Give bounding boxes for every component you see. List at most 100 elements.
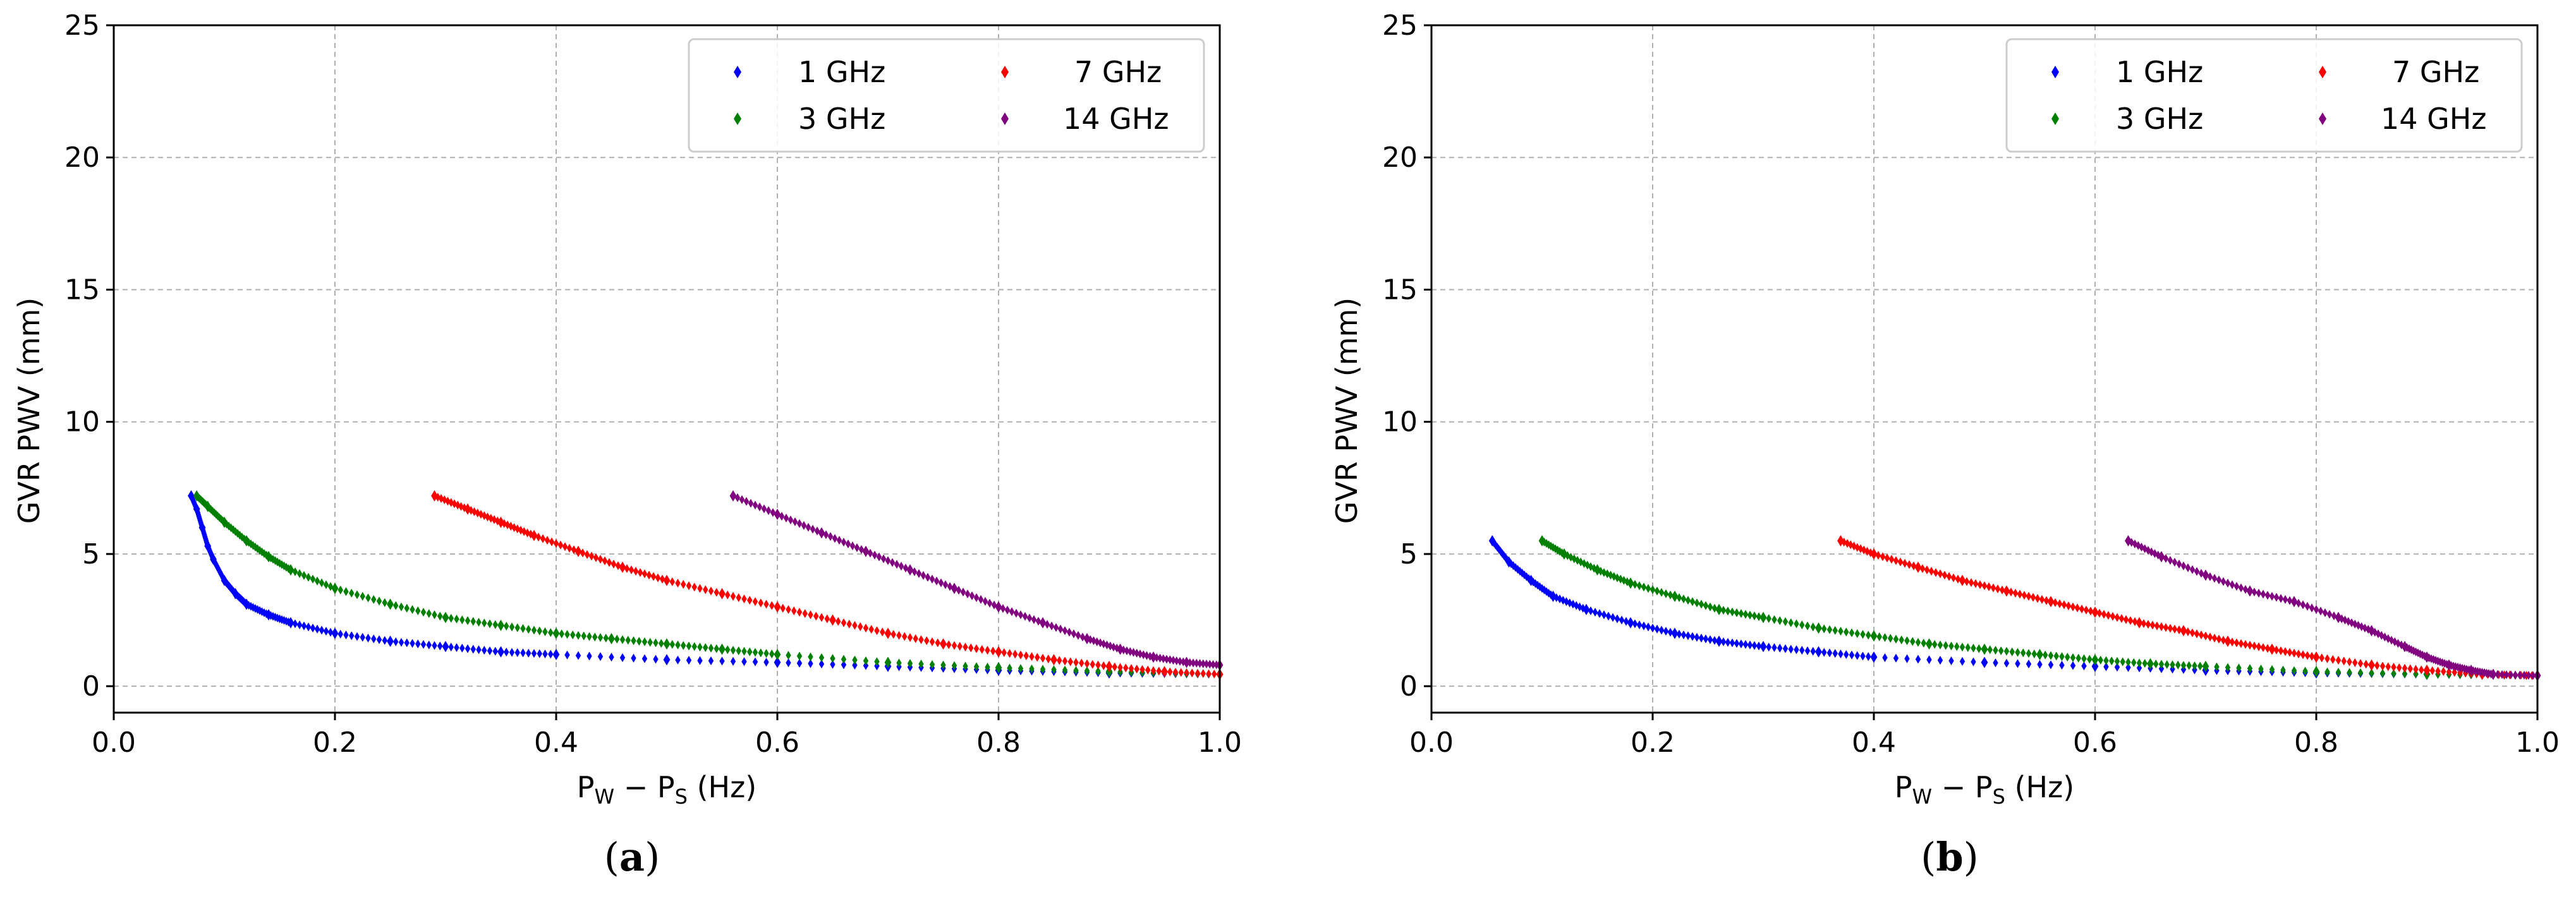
- panel-a-14ghz-interp-point: [1000, 604, 1006, 613]
- panel-a-7ghz-interp-point: [1189, 668, 1195, 678]
- panel-a-series-7ghz: [431, 490, 1224, 680]
- panel-a-7ghz-interp-point: [580, 548, 586, 558]
- panel-b-7ghz-interp-point: [1861, 545, 1867, 555]
- panel-b-7ghz-interp-point: [2357, 659, 2364, 668]
- panel-b-3ghz-interp-point: [1676, 593, 1682, 602]
- panel-a-3ghz-interp-point: [703, 643, 708, 653]
- panel-a-14ghz-interp-point: [1160, 654, 1166, 663]
- panel-b-7ghz-interp-point: [2176, 625, 2182, 635]
- panel-a-7ghz-interp-point: [963, 643, 968, 652]
- panel-a-3ghz-point: [287, 564, 295, 576]
- panel-a-1ghz-interp-point: [575, 651, 581, 660]
- panel-a-14ghz-interp-point: [1097, 638, 1103, 648]
- panel-b-1ghz-interp-point: [1530, 577, 1536, 587]
- panel-a-3ghz-interp-point: [951, 661, 957, 670]
- panel-a-14ghz-interp-point: [929, 574, 935, 584]
- panel-a-7ghz-interp-point: [655, 573, 661, 582]
- panel-b-1ghz-interp-point: [1771, 643, 1777, 653]
- panel-a: 0.0 0.2 0.4 0.6 0.8 1.0 0 5 10 15 20 25 GVR PWV (mm…: [12, 9, 1242, 880]
- panel-a-14ghz-interp-point: [849, 541, 856, 550]
- panel-b-legend-marker-3ghz: [2051, 112, 2059, 125]
- panel-b-3ghz-interp-point: [2081, 654, 2087, 663]
- panel-b-1ghz-interp-point: [1539, 584, 1545, 593]
- panel-b-7ghz-point: [2091, 606, 2099, 618]
- panel-a-7ghz-interp-point: [624, 564, 630, 573]
- panel-b-7ghz-interp-point: [2347, 657, 2352, 667]
- panel-b-7ghz-interp-point: [2105, 611, 2111, 620]
- panel-b-14ghz-interp-point: [2521, 670, 2527, 680]
- panel-a-14ghz-interp-point: [779, 512, 785, 521]
- panel-b-7ghz-interp-point: [2034, 594, 2041, 603]
- panel-b-y-axis-label: GVR PWV (mm): [1330, 298, 1364, 524]
- panel-b-14ghz-interp-point: [2410, 646, 2417, 656]
- panel-a-14ghz-interp-point: [1127, 647, 1133, 656]
- panel-b-3ghz-interp-point: [1998, 646, 2004, 656]
- panel-b-x-axis-label: PW − PS (Hz): [1895, 770, 2074, 809]
- panel-a-14ghz-interp-point: [1031, 615, 1037, 624]
- panel-a-7ghz-interp-point: [611, 559, 617, 569]
- panel-b-7ghz-interp-point: [2229, 637, 2235, 647]
- panel-a-14ghz-point: [1039, 617, 1047, 629]
- panel-a-7ghz-interp-point: [1035, 653, 1040, 662]
- panel-b-1ghz-interp-point: [1636, 620, 1643, 630]
- panel-b-14ghz-interp-point: [2238, 583, 2244, 593]
- panel-b-1ghz-interp-point: [1512, 563, 1519, 572]
- panel-b-1ghz-interp-point: [1543, 587, 1550, 596]
- panel-b-3ghz-interp-point: [1618, 574, 1624, 584]
- panel-b-3ghz-interp-point: [1598, 567, 1603, 576]
- panel-a-14ghz-interp-point: [1026, 613, 1033, 623]
- panel-b-14ghz-point: [2202, 569, 2209, 581]
- panel-b-3ghz-interp-point: [1568, 552, 1574, 562]
- panel-a-7ghz-interp-point: [615, 561, 621, 570]
- panel-a-1ghz-interp-point: [708, 656, 714, 665]
- panel-a-3ghz-interp-point: [675, 640, 681, 649]
- panel-a-7ghz-point: [940, 638, 947, 650]
- panel-b-7ghz-interp-point: [2172, 624, 2178, 634]
- panel-b-3ghz-interp-point: [2258, 664, 2264, 673]
- panel-b-1ghz-interp-point: [1810, 646, 1816, 656]
- panel-a-1ghz-interp-point: [301, 621, 307, 631]
- panel-a-1ghz-point: [243, 598, 250, 610]
- panel-b-7ghz-interp-point: [2154, 621, 2160, 631]
- panel-b-3ghz-interp-point: [2413, 669, 2419, 679]
- panel-b-legend-marker-1ghz: [2051, 66, 2059, 78]
- panel-b-7ghz-interp-point: [2251, 641, 2257, 651]
- panel-a-3ghz-point: [719, 643, 726, 655]
- panel-b-3ghz-interp-point: [2009, 647, 2015, 656]
- panel-b-14ghz-interp-point: [2413, 647, 2419, 656]
- panel-a-14ghz-interp-point: [867, 548, 873, 558]
- panel-b-7ghz-interp-point: [2087, 606, 2094, 616]
- panel-a-7ghz-point: [619, 561, 626, 573]
- panel-a-3ghz-interp-point: [426, 609, 432, 618]
- panel-a-7ghz-interp-point: [741, 594, 747, 604]
- panel-b-3ghz-interp-point: [1680, 594, 1687, 604]
- panel-a-7ghz-interp-point: [902, 632, 908, 641]
- panel-b-1ghz-interp-point: [1592, 607, 1598, 617]
- panel-a-14ghz-interp-point: [876, 552, 882, 562]
- panel-b-7ghz-interp-point: [1924, 565, 1930, 575]
- panel-a-7ghz-interp-point: [985, 646, 990, 655]
- panel-a-1ghz-interp-point: [314, 624, 320, 634]
- panel-a-14ghz-interp-point: [942, 580, 949, 589]
- panel-a-7ghz-interp-point: [763, 600, 769, 609]
- panel-b-3ghz-interp-point: [1685, 596, 1691, 605]
- panel-a-1ghz-interp-point: [531, 649, 537, 658]
- panel-b-1ghz-interp-point: [1838, 649, 1844, 659]
- panel-b-7ghz-interp-point: [1968, 578, 1974, 588]
- panel-b-x-tick-label: 1.0: [2515, 727, 2560, 759]
- panel-a-1ghz-interp-point: [465, 644, 471, 653]
- panel-a-7ghz-point: [530, 529, 538, 541]
- panel-a-3ghz-interp-point: [1095, 667, 1101, 676]
- panel-b-7ghz-point: [2312, 651, 2320, 663]
- panel-b-14ghz-interp-point: [2426, 653, 2432, 663]
- panel-b-14ghz-interp-point: [2431, 655, 2436, 664]
- panel-b-3ghz-interp-point: [1971, 643, 1976, 653]
- panel-b-7ghz-interp-point: [2132, 617, 2138, 627]
- panel-b-7ghz-interp-point: [2463, 668, 2469, 678]
- panel-b-14ghz-interp-point: [2251, 588, 2257, 597]
- panel-a-3ghz-interp-point: [691, 642, 697, 651]
- panel-b-14ghz-interp-point: [2352, 619, 2358, 629]
- panel-b-7ghz-interp-point: [2096, 608, 2103, 618]
- panel-b-14ghz-interp-point: [2395, 639, 2401, 648]
